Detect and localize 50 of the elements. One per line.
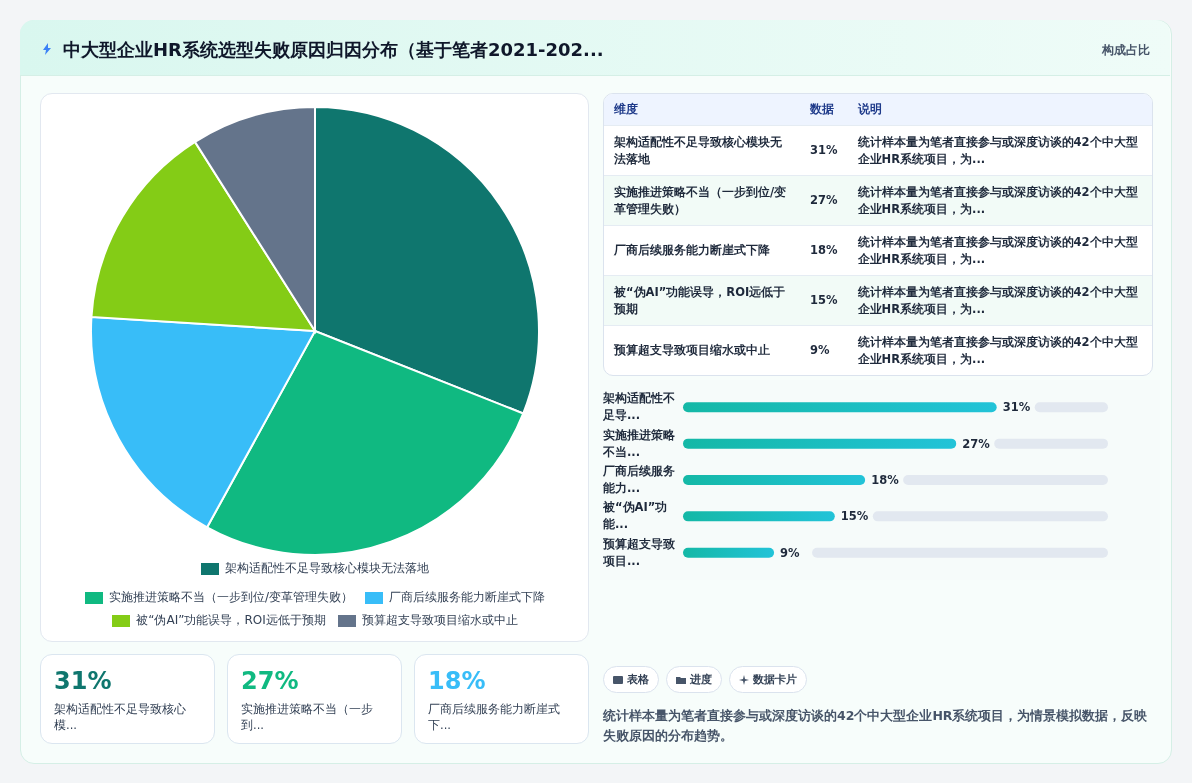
- bar: [683, 402, 997, 413]
- data-label: 18%: [871, 473, 900, 487]
- text: 18%: [800, 225, 848, 276]
- legend-label: 厂商后续服务能力断崖式下降: [389, 589, 546, 606]
- y-tick-label: 实施推进策略不当...: [603, 426, 676, 461]
- text: 数据卡片: [753, 672, 797, 687]
- text: 统计样本量为笔者直接参与或深度访谈的42个中大型企业HR系统项目，为...: [847, 225, 1152, 276]
- y-tick-label: 被“伪AI”功能...: [603, 499, 669, 534]
- text: 15%: [800, 275, 848, 326]
- y-tick-label: 架构适配性不足导...: [603, 390, 676, 425]
- text: 说明: [847, 94, 1152, 126]
- text: 维度: [604, 94, 800, 126]
- bar: [683, 547, 775, 558]
- data-label: 31%: [1002, 400, 1031, 415]
- bar: [683, 475, 866, 485]
- text: 中大型企业HR系统选型失败原因归因分布（基于笔者2021-202...: [63, 38, 604, 62]
- text: 厂商后续服务能力断崖式下...: [428, 701, 561, 733]
- data-label: 27%: [962, 436, 991, 451]
- text: 统计样本量为笔者直接参与或深度访谈的42个中大型企业HR系统项目，为...: [847, 325, 1152, 375]
- text: 被“伪AI”功能误导，ROI远低于预期: [604, 275, 800, 326]
- text: 预算超支导致项目缩水或中止: [604, 325, 800, 375]
- text: 构成占比: [1102, 42, 1150, 59]
- text: 统计样本量为笔者直接参与或深度访谈的42个中大型企业HR系统项目，为...: [847, 125, 1152, 176]
- text: 27%: [241, 667, 299, 695]
- text: 9%: [800, 325, 848, 375]
- text: 统计样本量为笔者直接参与或深度访谈的42个中大型企业HR系统项目，为情景模拟数据，反映失败原因的分布趋势。: [603, 707, 1149, 745]
- text: 架构适配性不足导致核心模块无法落地: [604, 125, 800, 176]
- y-tick-label: 厂商后续服务能力...: [603, 463, 676, 497]
- text: 架构适配性不足导致核心模...: [54, 701, 187, 733]
- text: 进度: [690, 672, 712, 687]
- bar: [683, 511, 835, 522]
- text: 表格: [627, 672, 649, 687]
- legend-label: 被“伪AI”功能误导，ROI远低于预期: [136, 612, 326, 629]
- data-label: 9%: [780, 545, 801, 560]
- text: 实施推进策略不当（一步到位/变革管理失败）: [604, 175, 800, 226]
- y-tick-label: 预算超支导致项目...: [603, 535, 676, 570]
- text: 数据: [800, 94, 848, 126]
- legend-label: 实施推进策略不当（一步到位/变革管理失败）: [108, 589, 354, 606]
- bar: [683, 438, 957, 449]
- text: 统计样本量为笔者直接参与或深度访谈的42个中大型企业HR系统项目，为...: [847, 175, 1152, 226]
- legend-label: 架构适配性不足导致核心模块无法落地: [225, 560, 429, 577]
- text: 统计样本量为笔者直接参与或深度访谈的42个中大型企业HR系统项目，为...: [847, 275, 1152, 326]
- text: 实施推进策略不当（一步到...: [241, 701, 374, 733]
- legend-label: 预算超支导致项目缩水或中止: [361, 612, 518, 629]
- text: 27%: [800, 175, 848, 226]
- text: 厂商后续服务能力断崖式下降: [604, 225, 800, 276]
- text: 31%: [800, 125, 848, 176]
- data-label: 15%: [840, 509, 869, 524]
- text: 18%: [428, 667, 486, 695]
- text: 31%: [54, 667, 112, 695]
